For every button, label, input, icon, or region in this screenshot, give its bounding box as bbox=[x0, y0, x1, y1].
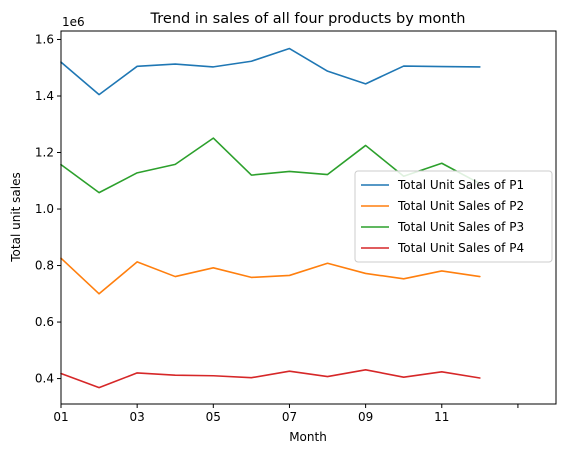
x-tick-label: 03 bbox=[130, 410, 145, 424]
legend-label: Total Unit Sales of P3 bbox=[397, 220, 524, 234]
legend: Total Unit Sales of P1 Total Unit Sales o… bbox=[354, 170, 553, 263]
series-line-2 bbox=[60, 257, 481, 295]
x-tick-label: 07 bbox=[282, 410, 297, 424]
y-offset-label: 1e6 bbox=[62, 15, 85, 29]
legend-label: Total Unit Sales of P4 bbox=[397, 241, 524, 255]
y-tick-label: 1.4 bbox=[35, 89, 54, 103]
x-tick-label: 01 bbox=[53, 410, 68, 424]
x-tick-label: 11 bbox=[434, 410, 449, 424]
y-tick-label: 1.2 bbox=[35, 146, 54, 160]
y-tick-label: 0.6 bbox=[35, 315, 54, 329]
legend-label: Total Unit Sales of P2 bbox=[397, 199, 524, 213]
legend-box bbox=[354, 170, 553, 263]
x-axis-label: Month bbox=[289, 430, 327, 444]
y-tick-label: 1.6 bbox=[35, 32, 54, 46]
x-tick-label: 05 bbox=[206, 410, 221, 424]
series-line-4 bbox=[60, 369, 481, 389]
y-tick-label: 1.0 bbox=[35, 202, 54, 216]
legend-label: Total Unit Sales of P1 bbox=[397, 178, 524, 192]
chart-title: Trend in sales of all four products by m… bbox=[150, 11, 466, 27]
y-tick-label: 0.8 bbox=[35, 259, 54, 273]
plot-area-frame bbox=[60, 30, 557, 405]
x-tick-label: 09 bbox=[358, 410, 373, 424]
series-line-1 bbox=[60, 47, 481, 96]
y-axis-label: Total unit sales bbox=[9, 172, 23, 262]
y-tick-label: 0.4 bbox=[35, 372, 54, 386]
